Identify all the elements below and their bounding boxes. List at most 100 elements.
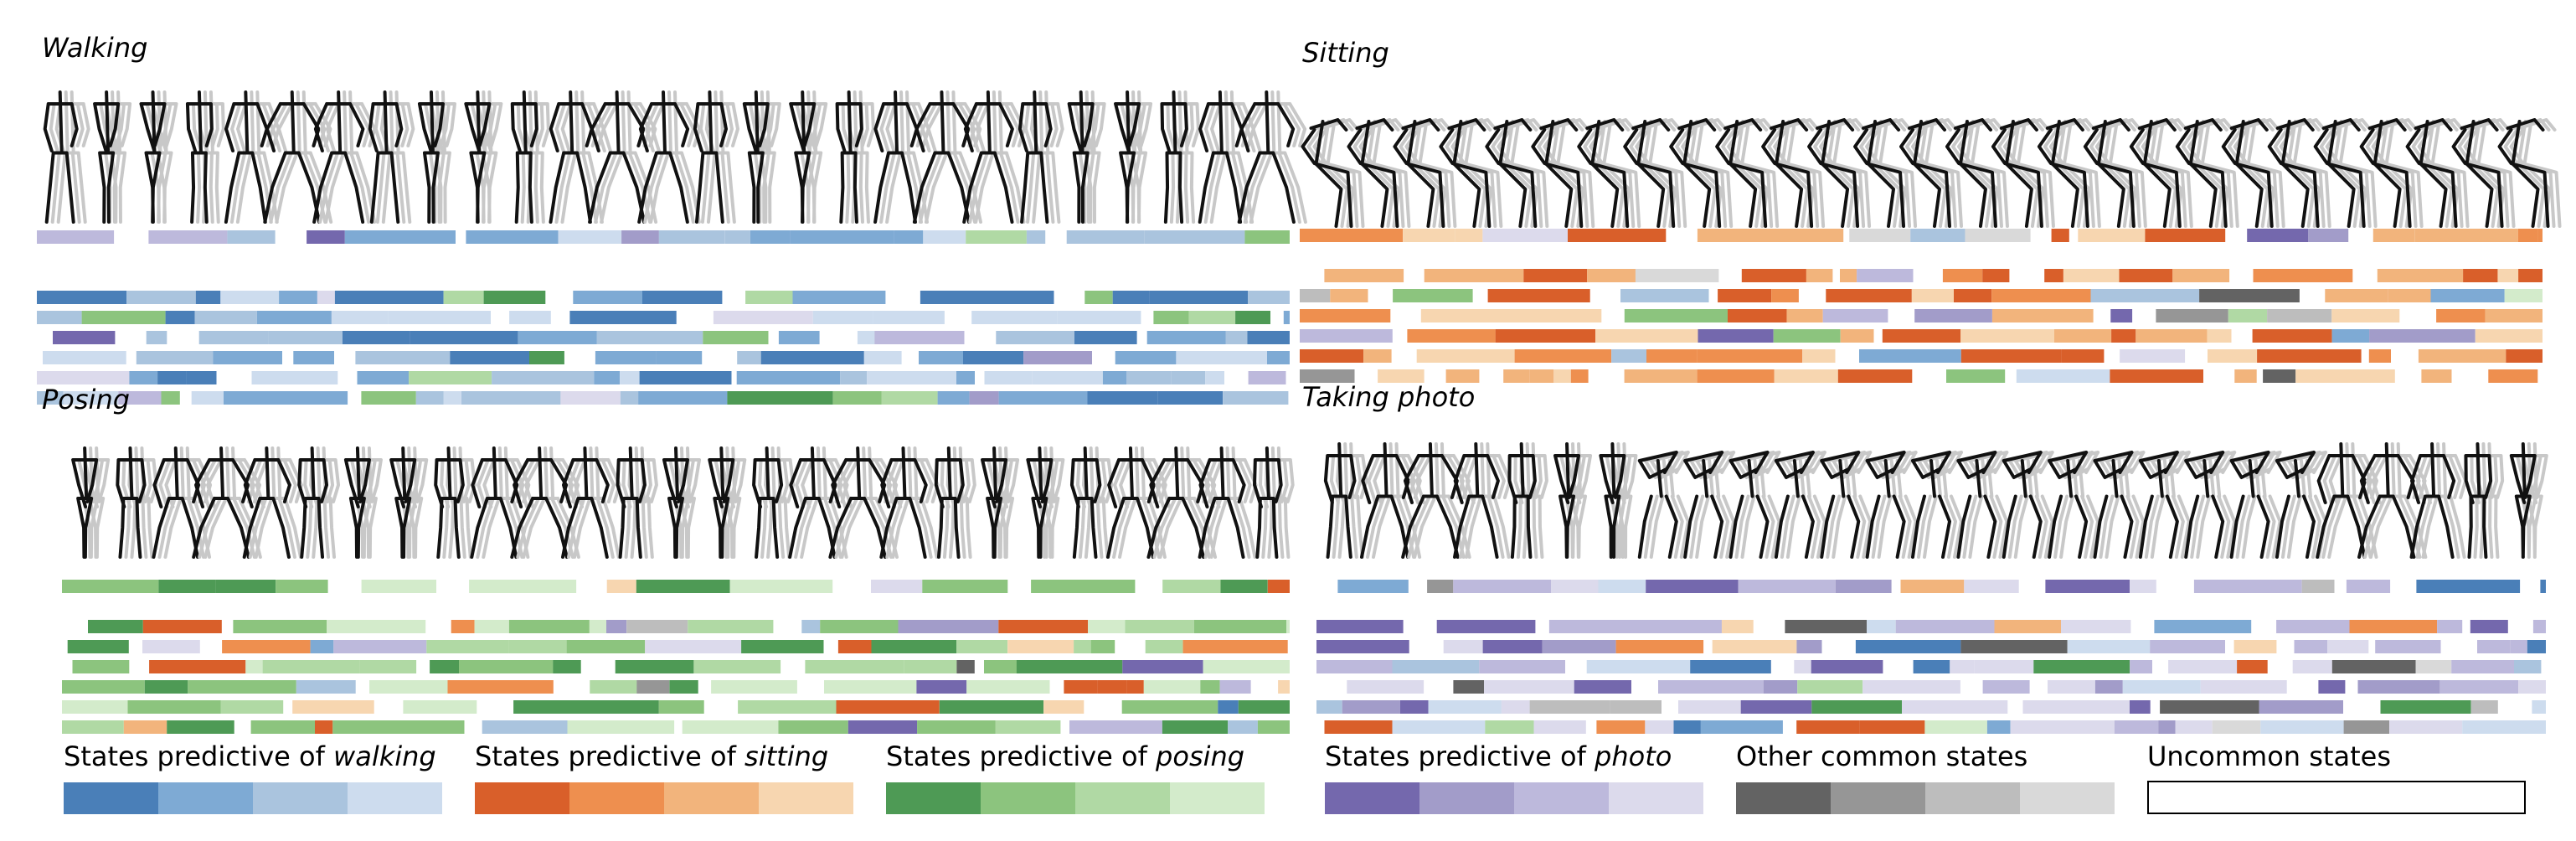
panel-title-walking: Walking — [42, 32, 148, 64]
state-segment — [88, 620, 143, 633]
state-segment — [2343, 720, 2390, 734]
state-segment — [871, 640, 957, 653]
state-segment — [459, 660, 554, 673]
pose-skeleton — [1531, 118, 1584, 228]
state-segment — [1032, 371, 1103, 384]
pose-skeleton — [1761, 118, 1814, 228]
pose-skeleton — [708, 446, 735, 559]
pose-skeleton — [879, 446, 928, 559]
state-segment — [1910, 229, 1965, 242]
state-segment — [1378, 369, 1425, 383]
state-segment — [922, 580, 1008, 593]
pose-skeleton — [1807, 118, 1860, 228]
state-segment — [136, 351, 214, 364]
state-segment — [984, 660, 1017, 673]
state-segment — [1300, 289, 1331, 302]
ghost-skeleton — [1450, 118, 1503, 228]
state-segment — [2532, 700, 2546, 714]
state-segment — [688, 620, 774, 633]
state-segment — [2510, 640, 2527, 653]
state-segment — [359, 660, 417, 673]
state-segment — [1771, 289, 1799, 302]
state-segment — [621, 230, 659, 244]
pose-skeleton — [1553, 442, 1581, 559]
pose-skeleton — [981, 446, 1008, 559]
state-segment — [792, 291, 886, 304]
state-segment — [916, 680, 967, 694]
state-segment — [315, 720, 333, 734]
state-segment — [2090, 289, 2200, 302]
state-segment — [1811, 700, 1903, 714]
state-segment — [1497, 309, 1602, 322]
state-segment — [186, 371, 217, 384]
pose-skeleton — [1485, 118, 1538, 228]
state-segment — [1797, 680, 1863, 694]
ghost-skeleton — [1675, 118, 1728, 228]
pose-skeleton — [1323, 442, 1357, 559]
legend-swatch — [1514, 782, 1609, 814]
pose-skeleton — [1507, 442, 1537, 559]
state-segment — [165, 311, 195, 324]
pose-skeleton — [934, 446, 965, 559]
ghost-skeleton — [1358, 118, 1411, 228]
pose-skeleton — [912, 90, 971, 224]
pose-skeleton — [1401, 442, 1460, 559]
legend-label-walking: States predictive of walking — [64, 740, 436, 772]
state-segment — [1738, 580, 1836, 593]
state-segment — [195, 291, 221, 304]
state-segment — [1596, 720, 1646, 734]
legend-swatch — [1170, 782, 1265, 814]
pose-skeleton — [1899, 118, 1951, 228]
state-segment — [1125, 620, 1194, 633]
state-segment — [1771, 229, 1844, 242]
state-segment — [1574, 680, 1631, 694]
pose-skeleton — [2002, 451, 2043, 559]
legend-swatches-posing — [886, 782, 1265, 814]
state-segment — [1443, 640, 1483, 653]
state-segment — [2477, 640, 2511, 653]
state-segment — [840, 371, 868, 384]
state-segment — [2122, 680, 2201, 694]
state-segment — [2160, 700, 2259, 714]
legend-swatch — [348, 782, 442, 814]
state-segment — [1200, 680, 1220, 694]
state-segment — [923, 230, 966, 244]
state-segment — [1324, 720, 1393, 734]
pose-skeleton — [1774, 451, 1815, 559]
state-segment — [2119, 269, 2173, 282]
state-segment — [361, 391, 416, 405]
state-segment — [984, 371, 1033, 384]
state-segment — [560, 391, 621, 405]
ghost-skeleton — [2089, 118, 2141, 228]
state-segment — [146, 331, 167, 344]
state-segment — [1203, 660, 1290, 673]
state-segment — [2331, 660, 2416, 673]
state-segment — [1598, 580, 1646, 593]
state-segment — [2233, 640, 2277, 653]
state-segment — [62, 700, 128, 714]
state-segment — [127, 700, 221, 714]
state-segment — [1115, 351, 1177, 364]
state-segment — [220, 291, 280, 304]
state-segment — [483, 291, 546, 304]
state-segment — [2154, 620, 2252, 633]
state-segment — [2514, 660, 2542, 673]
state-segment — [2504, 289, 2543, 302]
legend-swatch — [1831, 782, 1925, 814]
state-segment — [1146, 331, 1226, 344]
ghost-skeleton — [2094, 118, 2147, 228]
legend-swatch — [1925, 782, 2020, 814]
state-segment — [2518, 269, 2543, 282]
state-segment — [750, 230, 791, 244]
state-segment — [1982, 269, 2010, 282]
state-segment — [1088, 620, 1126, 633]
pose-skeleton — [434, 446, 465, 559]
pose-skeleton — [637, 90, 690, 224]
pose-skeleton — [2464, 442, 2493, 559]
legend-swatch — [158, 782, 253, 814]
state-segment — [596, 331, 703, 344]
state-segment — [2193, 580, 2302, 593]
pose-skeleton — [828, 446, 887, 559]
state-segment — [292, 700, 374, 714]
legend-swatches-sitting — [475, 782, 853, 814]
